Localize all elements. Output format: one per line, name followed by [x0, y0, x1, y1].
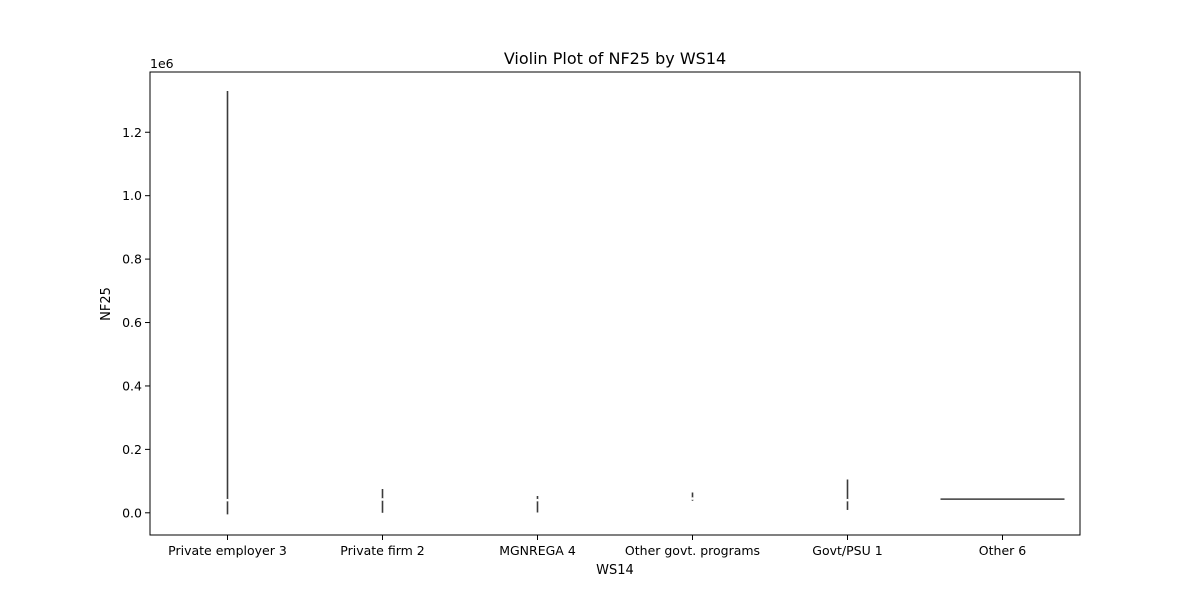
x-tick-label: Govt/PSU 1: [812, 543, 882, 558]
y-tick-label: 0.0: [122, 505, 142, 520]
y-tick-label: 1.0: [122, 188, 142, 203]
x-axis-label: WS14: [596, 563, 634, 578]
violin-median: [691, 497, 694, 500]
x-tick-label: MGNREGA 4: [499, 543, 576, 558]
x-axis-ticks: Private employer 3 Private firm 2 MGNREGA …: [168, 535, 1026, 558]
y-tick-label: 1.2: [122, 125, 142, 140]
x-tick-label: Other govt. programs: [625, 543, 760, 558]
y-axis-label: NF25: [99, 287, 114, 321]
y-tick-label: 0.6: [122, 315, 142, 330]
y-tick-label: 0.4: [122, 378, 142, 393]
violin-median: [536, 498, 539, 502]
y-tick-label: 0.2: [122, 442, 142, 457]
y-offset-label: 1e6: [150, 56, 174, 71]
x-tick-label: Private employer 3: [168, 543, 287, 558]
y-axis-ticks: 0.0 0.2 0.4 0.6 0.8 1.0 1.2: [122, 125, 150, 520]
violin-marks: [226, 91, 1065, 515]
violin-median: [381, 498, 384, 501]
chart-title: Violin Plot of NF25 by WS14: [504, 49, 726, 68]
plot-frame: [149, 71, 1081, 536]
x-tick-label: Other 6: [979, 543, 1026, 558]
x-tick-label: Private firm 2: [340, 543, 424, 558]
y-tick-label: 0.8: [122, 252, 142, 267]
violin-median: [226, 498, 229, 502]
violin-median: [846, 498, 849, 502]
